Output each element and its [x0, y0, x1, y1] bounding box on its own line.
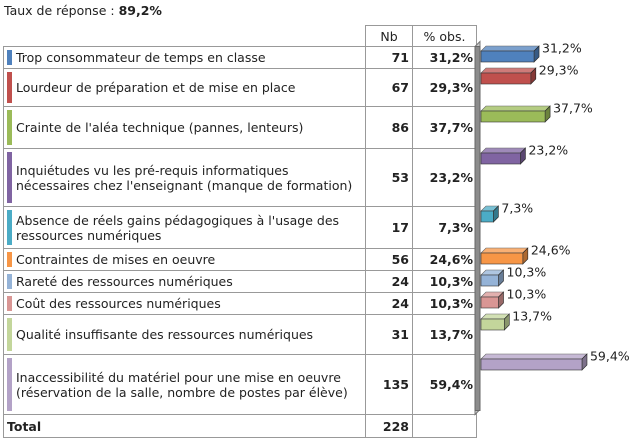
row-label-cell: Crainte de l'aléa technique (pannes, len… — [3, 106, 366, 149]
bar — [480, 296, 499, 309]
percent: 29,3% — [412, 68, 477, 107]
data-row: Absence de réels gains pédagogiques à l'… — [3, 206, 477, 249]
bar-label: 23,2% — [528, 143, 568, 158]
bar-label: 37,7% — [553, 101, 593, 116]
row-label: Rareté des ressources numériques — [16, 274, 233, 289]
bar-top — [480, 147, 527, 154]
percent: 10,3% — [412, 292, 477, 315]
bar-label: 10,3% — [507, 265, 547, 280]
count: 17 — [365, 206, 413, 249]
data-row: Crainte de l'aléa technique (pannes, len… — [3, 106, 477, 149]
color-swatch — [7, 274, 12, 289]
row-label-cell: Inquiétudes vu les pré-requis informatiq… — [3, 148, 366, 207]
bar — [480, 358, 583, 371]
percent: 13,7% — [412, 314, 477, 355]
row-label-cell: Inaccessibilité du matériel pour une mis… — [3, 354, 366, 415]
row-label: Qualité insuffisante des ressources numé… — [16, 327, 314, 342]
data-row: Lourdeur de préparation et de mise en pl… — [3, 68, 477, 107]
bar-top — [480, 67, 537, 74]
color-swatch — [7, 72, 12, 103]
percent: 24,6% — [412, 248, 477, 271]
row-label: Contraintes de mises en oeuvre — [16, 252, 216, 267]
response-rate: Taux de réponse : 89,2% — [4, 3, 162, 18]
row-label: Coût des ressources numériques — [16, 296, 221, 311]
color-swatch — [7, 110, 12, 145]
blank — [412, 414, 477, 438]
response-rate-label: Taux de réponse : — [4, 3, 115, 18]
count: 135 — [365, 354, 413, 415]
total-row: Total 228 — [3, 414, 477, 438]
bar-label: 7,3% — [501, 201, 533, 216]
bar-top — [480, 45, 540, 52]
row-label: Crainte de l'aléa technique (pannes, len… — [16, 120, 304, 135]
bar-top — [480, 247, 529, 254]
percent: 37,7% — [412, 106, 477, 149]
color-swatch — [7, 252, 12, 267]
data-row: Coût des ressources numériques 24 10,3% — [3, 292, 477, 315]
row-label: Absence de réels gains pédagogiques à l'… — [16, 212, 340, 243]
bar — [480, 274, 499, 287]
total-count: 228 — [365, 414, 413, 438]
row-label-cell: Lourdeur de préparation et de mise en pl… — [3, 68, 366, 107]
data-row: Inaccessibilité du matériel pour une mis… — [3, 354, 477, 415]
bar-label: 10,3% — [507, 287, 547, 302]
bar — [480, 252, 524, 265]
bar — [480, 318, 505, 331]
count: 67 — [365, 68, 413, 107]
bar-top — [480, 105, 551, 112]
column-header: % obs. — [412, 25, 477, 47]
color-swatch — [7, 152, 12, 203]
percent: 59,4% — [412, 354, 477, 415]
row-label: Trop consommateur de temps en classe — [16, 50, 266, 65]
bar — [480, 72, 532, 85]
row-label: Lourdeur de préparation et de mise en pl… — [16, 80, 296, 95]
bar-top — [480, 353, 588, 360]
bar-label: 13,7% — [512, 309, 552, 324]
bar-label: 24,6% — [531, 243, 571, 258]
color-swatch — [7, 296, 12, 311]
bar — [480, 152, 521, 165]
header-row: Nb % obs. — [4, 25, 477, 47]
count: 31 — [365, 314, 413, 355]
bar-label: 29,3% — [539, 63, 579, 78]
row-label: Inaccessibilité du matériel pour une mis… — [16, 369, 348, 400]
percent: 10,3% — [412, 270, 477, 293]
color-swatch — [7, 358, 12, 411]
color-swatch — [7, 318, 12, 351]
bar-label: 31,2% — [542, 41, 582, 56]
bar-label: 59,4% — [590, 349, 630, 364]
row-label-cell: Qualité insuffisante des ressources numé… — [3, 314, 366, 355]
results-table: Nb % obs. Trop consommateur de temps en … — [3, 25, 477, 438]
bar — [480, 50, 535, 63]
percent: 23,2% — [412, 148, 477, 207]
axis-wall-front — [474, 46, 481, 411]
color-swatch — [7, 50, 12, 65]
response-rate-value: 89,2% — [118, 3, 162, 18]
bar — [480, 110, 546, 123]
row-label-cell: Absence de réels gains pédagogiques à l'… — [3, 206, 366, 249]
data-row: Inquiétudes vu les pré-requis informatiq… — [3, 148, 477, 207]
total-label: Total — [3, 414, 366, 438]
data-row: Qualité insuffisante des ressources numé… — [3, 314, 477, 355]
bar — [480, 210, 494, 223]
data-row: Rareté des ressources numériques 24 10,3% — [3, 270, 477, 293]
row-label: Inquiétudes vu les pré-requis informatiq… — [16, 162, 353, 193]
color-swatch — [7, 210, 12, 245]
